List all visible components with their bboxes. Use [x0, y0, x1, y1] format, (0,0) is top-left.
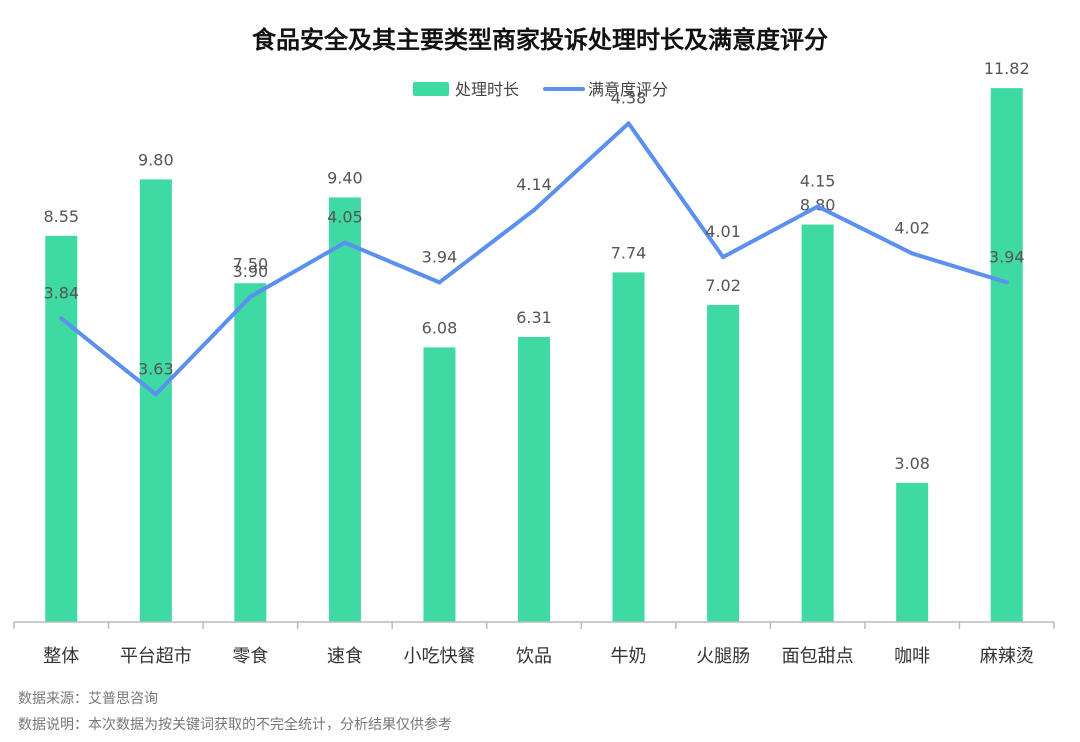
data-explanation-note: 数据说明：本次数据为按关键词获取的不完全统计，分析结果仅供参考 [18, 717, 452, 733]
line-point-10 [1004, 280, 1009, 285]
legend-bar-swatch [413, 82, 449, 96]
bar-value-labels: 8.559.807.509.406.086.317.747.028.803.08… [43, 59, 1029, 473]
line-point-0 [59, 316, 64, 321]
x-axis [13, 621, 1055, 629]
line-value-label-6: 4.38 [611, 88, 647, 107]
legend: 处理时长 满意度评分 [413, 80, 668, 99]
bar-8 [801, 224, 834, 623]
line-point-4 [437, 280, 442, 285]
bar-value-label-4: 6.08 [422, 318, 458, 337]
bar-10 [990, 88, 1023, 622]
bar-value-label-3: 9.40 [327, 168, 363, 187]
category-label-1: 平台超市 [120, 646, 192, 667]
category-label-0: 整体 [43, 646, 79, 667]
legend-bar-label: 处理时长 [455, 80, 519, 99]
bar-value-label-6: 7.74 [611, 243, 647, 262]
bar-7 [707, 304, 740, 622]
line-value-label-7: 4.01 [705, 222, 741, 241]
bar-series [45, 88, 1023, 623]
bar-6 [612, 272, 645, 622]
bar-value-label-9: 3.08 [894, 454, 930, 473]
line-point-3 [342, 240, 347, 245]
bar-value-label-2: 7.50 [233, 254, 269, 273]
line-series [59, 121, 1009, 397]
line-value-label-5: 4.14 [516, 175, 552, 194]
category-label-9: 咖啡 [894, 646, 930, 667]
chart-title: 食品安全及其主要类型商家投诉处理时长及满意度评分 [252, 26, 828, 54]
line-value-label-3: 4.05 [327, 208, 363, 227]
bar-2 [234, 283, 267, 622]
category-label-2: 零食 [232, 646, 268, 667]
category-label-3: 速食 [327, 646, 363, 667]
bar-0 [45, 235, 78, 622]
bar-value-label-10: 11.82 [984, 59, 1030, 78]
category-label-7: 火腿肠 [696, 646, 750, 667]
bar-value-label-1: 9.80 [138, 150, 174, 169]
category-labels: 整体 平台超市 零食 速食 小吃快餐 饮品 牛奶 火腿肠 面包甜点 咖啡 麻辣烫 [43, 646, 1033, 667]
bar-3 [328, 197, 361, 622]
line-value-label-8: 4.15 [800, 171, 836, 190]
bar-4 [423, 347, 456, 622]
category-label-6: 牛奶 [611, 646, 647, 667]
bar-9 [896, 482, 929, 622]
category-label-5: 饮品 [516, 646, 552, 667]
bar-value-label-5: 6.31 [516, 308, 552, 327]
line-value-label-4: 3.94 [422, 247, 458, 266]
line-value-label-0: 3.84 [43, 283, 79, 302]
category-label-10: 麻辣烫 [980, 646, 1034, 667]
line-point-5 [532, 208, 536, 213]
line-value-labels: 3.84 3.63 3.90 4.05 3.94 4.14 4.38 4.01 4.15 4.02… [43, 88, 1024, 378]
legend-line-label: 满意度评分 [588, 80, 668, 99]
line-point-2 [248, 294, 253, 299]
line-value-label-1: 3.63 [138, 359, 174, 378]
line-point-6 [626, 121, 631, 126]
line-point-7 [721, 255, 726, 260]
line-point-8 [815, 204, 820, 209]
bar-value-label-7: 7.02 [705, 276, 741, 295]
line-value-label-9: 4.02 [894, 218, 930, 237]
line-point-1 [153, 392, 158, 397]
data-source-note: 数据来源：艾普思咨询 [18, 691, 158, 707]
line-value-label-2: 3.90 [233, 262, 269, 281]
bar-value-label-0: 8.55 [43, 207, 79, 226]
bar-1 [139, 179, 172, 622]
line-value-label-10: 3.94 [989, 247, 1025, 266]
bar-5 [518, 336, 550, 622]
category-label-8: 面包甜点 [782, 646, 854, 667]
category-label-4: 小吃快餐 [403, 646, 475, 667]
line-point-9 [910, 251, 915, 256]
